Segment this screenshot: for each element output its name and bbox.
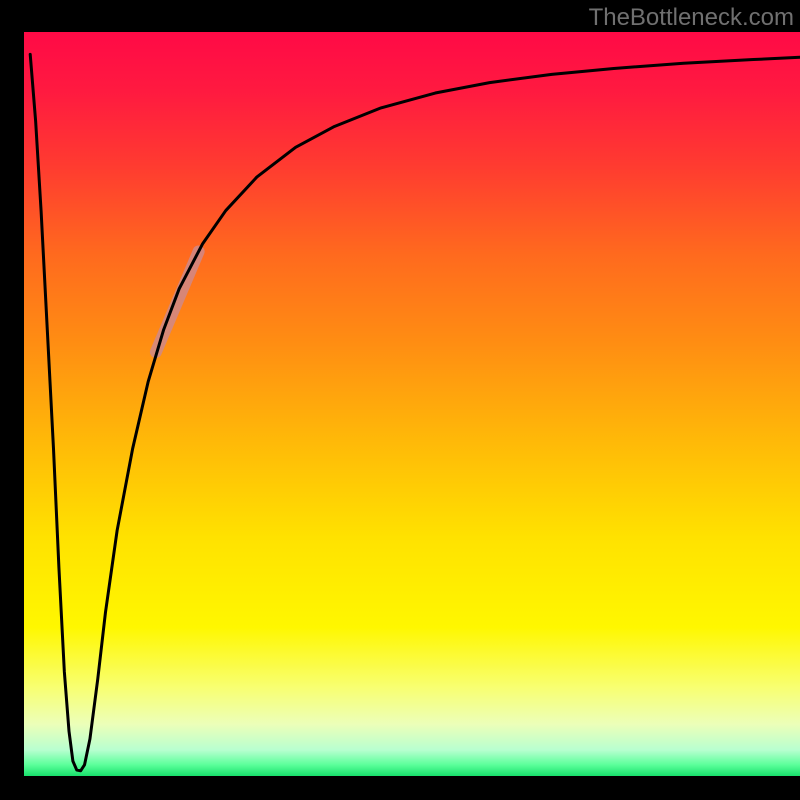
watermark-text: TheBottleneck.com	[589, 4, 794, 32]
plot-gradient-background	[24, 32, 800, 776]
chart-container: TheBottleneck.com	[0, 0, 800, 800]
